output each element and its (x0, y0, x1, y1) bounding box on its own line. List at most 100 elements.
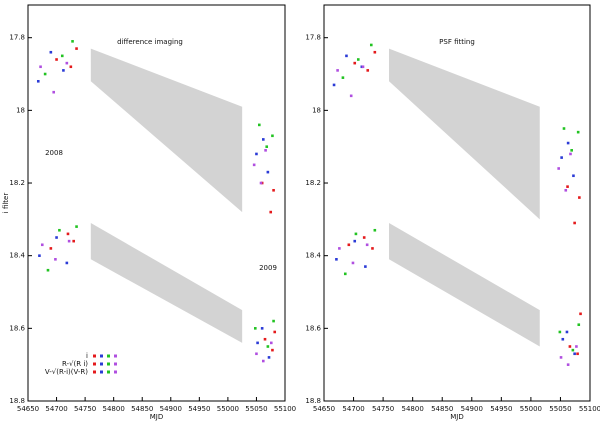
x-tick-label: 55050 (245, 405, 267, 413)
data-point (577, 323, 581, 327)
data-point (332, 83, 336, 87)
x-tick-label: 54700 (342, 405, 364, 413)
y-tick-label: 18.4 (9, 252, 25, 260)
x-tick-label: 55100 (274, 405, 296, 413)
data-point (265, 145, 269, 148)
data-point (572, 174, 575, 178)
data-point (261, 359, 265, 363)
data-point (562, 127, 566, 130)
legend-marker (93, 362, 96, 366)
data-point (65, 61, 69, 65)
model-band (389, 222, 540, 347)
data-point (335, 258, 338, 261)
plot-frame (27, 4, 286, 402)
data-point (266, 345, 270, 348)
y-axis-label: i filter (2, 193, 10, 214)
data-point (255, 352, 258, 356)
x-tick-label: 54650 (313, 405, 335, 413)
data-point (573, 352, 576, 356)
data-point (559, 356, 563, 359)
data-point (38, 254, 41, 257)
data-point (255, 152, 258, 156)
data-point (75, 47, 78, 50)
x-axis-label: MJD (150, 413, 164, 421)
data-point (46, 268, 50, 272)
legend-marker (107, 354, 110, 358)
data-point (261, 138, 265, 141)
y-tick-label: 18.2 (9, 179, 25, 187)
data-point (338, 247, 341, 250)
model-band (90, 222, 243, 343)
model-band (389, 48, 540, 220)
y-tick-label: 18.8 (9, 397, 25, 405)
data-point (570, 149, 573, 152)
data-point (347, 243, 351, 247)
x-tick-label: 54900 (160, 405, 182, 413)
data-point (72, 239, 75, 243)
data-point (62, 69, 65, 72)
x-tick-label: 54700 (45, 405, 67, 413)
data-point (366, 69, 370, 72)
data-point (354, 232, 358, 236)
x-tick-label: 54750 (372, 405, 394, 413)
y-tick-label: 18.6 (305, 324, 321, 332)
x-tick-label: 54850 (131, 405, 153, 413)
data-point (566, 141, 570, 145)
data-point (565, 330, 569, 334)
data-point (349, 94, 353, 98)
data-point (272, 319, 275, 323)
data-point (271, 348, 274, 352)
data-point (575, 345, 578, 348)
x-tick-label: 54800 (402, 405, 424, 413)
data-point (260, 327, 264, 330)
data-point (569, 152, 572, 156)
legend-marker (107, 370, 110, 374)
data-point (269, 341, 273, 345)
data-point (362, 236, 366, 239)
legend-marker (114, 362, 117, 366)
y-tick-label: 18.2 (305, 179, 321, 187)
data-point (259, 181, 263, 185)
x-tick-label: 54950 (490, 405, 512, 413)
data-point (266, 170, 270, 174)
x-tick-label: 54850 (431, 405, 453, 413)
data-point (40, 243, 44, 247)
x-tick-label: 54650 (17, 405, 39, 413)
data-point (560, 156, 563, 159)
y-tick-label: 18.4 (305, 252, 321, 260)
data-point (356, 58, 360, 61)
x-tick-label: 54900 (461, 405, 483, 413)
legend-marker (114, 354, 117, 358)
data-point (568, 345, 572, 348)
data-point (566, 363, 570, 366)
plot-frame (323, 4, 591, 402)
data-point (353, 61, 357, 65)
data-point (273, 330, 277, 334)
data-point (36, 79, 40, 83)
data-point (365, 243, 369, 247)
legend-marker (93, 354, 96, 358)
annotation: 2008 (45, 149, 63, 157)
x-tick-label: 54950 (188, 405, 210, 413)
data-point (558, 330, 562, 334)
x-axis-label: MJD (450, 413, 464, 421)
data-point (258, 123, 261, 127)
data-point (576, 130, 580, 134)
data-point (69, 65, 73, 69)
legend-label: i (86, 352, 88, 360)
x-tick-label: 55100 (579, 405, 600, 413)
data-point (52, 90, 55, 94)
data-point (264, 149, 267, 152)
y-tick-label: 18 (16, 106, 25, 114)
annotation: difference imaging (117, 38, 183, 46)
x-tick-label: 55000 (520, 405, 542, 413)
data-point (364, 265, 367, 268)
legend-label: R-√(R i) (62, 360, 88, 368)
annotation: 2009 (259, 264, 277, 272)
data-point (351, 261, 355, 265)
data-point (345, 54, 348, 58)
data-point (373, 50, 377, 54)
data-point (578, 196, 581, 199)
data-point (561, 337, 565, 341)
data-point (66, 232, 70, 236)
